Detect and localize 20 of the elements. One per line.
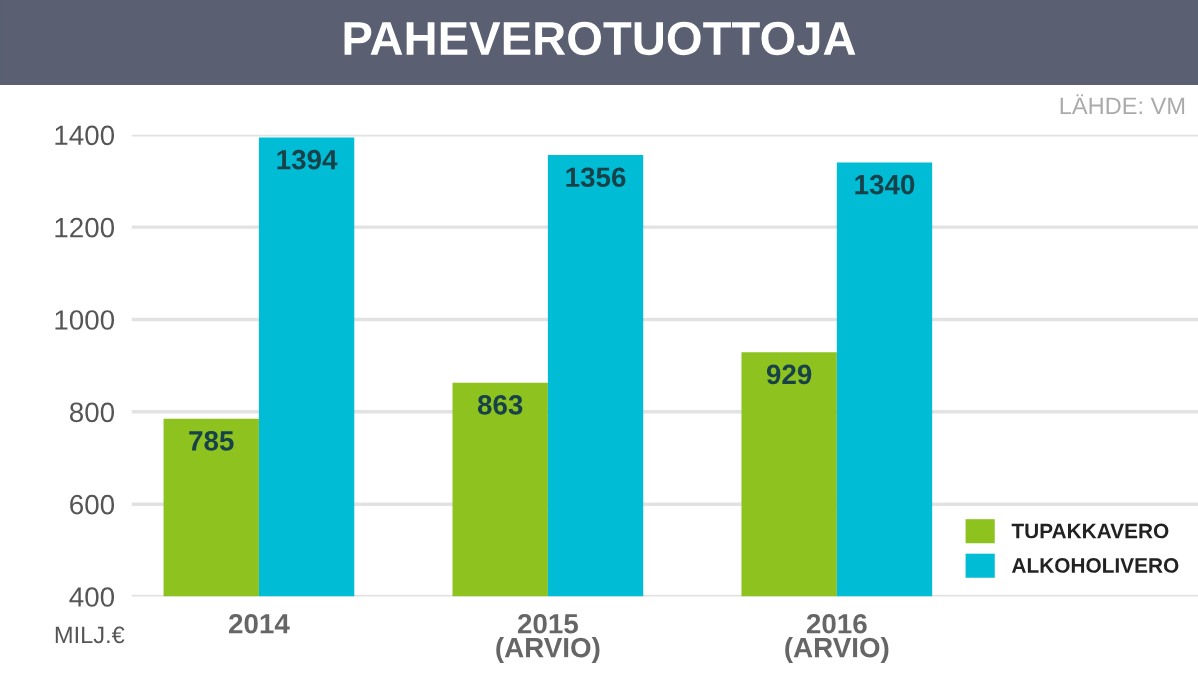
data-label: 863 <box>477 395 523 415</box>
y-tick-label: 400 <box>69 587 115 607</box>
y-tick-label: 1200 <box>55 217 115 238</box>
data-label: 785 <box>189 431 234 451</box>
data-label: 1356 <box>566 167 626 188</box>
x-tick-label: 2014 <box>228 613 290 634</box>
x-tick-label: 2015 (ARVIO) <box>496 613 600 663</box>
y-tick-label: 1400 <box>55 125 115 146</box>
text: LÄHDE: VM <box>1060 94 1185 114</box>
data-label: 1394 <box>277 149 338 170</box>
legend-label: TUPAKKAVERO <box>1011 523 1169 539</box>
legend-label: ALKOHOLIVERO <box>1011 558 1179 573</box>
y-tick-label: 800 <box>69 402 115 423</box>
data-label: 929 <box>766 364 812 385</box>
y-tick-label: 1000 <box>55 310 115 330</box>
y-axis-title: MILJ.€ <box>55 626 125 644</box>
data-label: 1340 <box>855 174 915 195</box>
y-tick-label: 600 <box>70 494 115 515</box>
chart-title: PAHEVEROTUOTTOJA <box>344 21 856 56</box>
x-tick-label: 2016 (ARVIO) <box>785 613 889 663</box>
